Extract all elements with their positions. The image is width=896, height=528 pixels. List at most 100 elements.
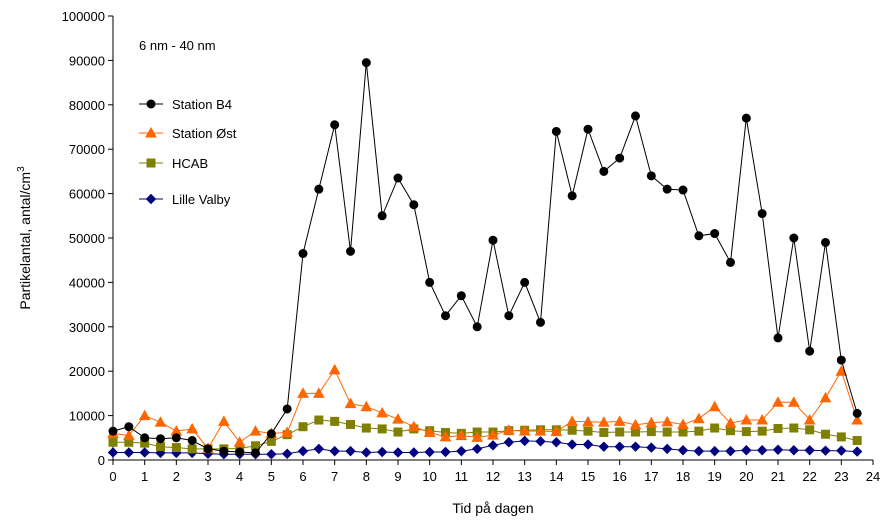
data-point (661, 415, 674, 427)
series-layer (107, 58, 864, 460)
data-point (788, 445, 800, 456)
x-tick-label: 4 (236, 469, 243, 484)
series-station-b4 (108, 58, 862, 458)
data-point (677, 418, 689, 429)
data-point (219, 446, 229, 456)
legend-item: HCAB (139, 156, 208, 171)
data-point (756, 414, 769, 425)
x-tick-label: 21 (771, 469, 785, 484)
data-point (819, 391, 832, 403)
data-point (488, 235, 498, 245)
data-point (836, 445, 847, 456)
data-point (787, 396, 800, 407)
data-point (440, 446, 451, 458)
x-tick-label: 8 (363, 469, 370, 484)
data-point (330, 120, 340, 130)
data-point (757, 209, 767, 219)
data-point (108, 437, 118, 447)
legend-item: Station B4 (139, 97, 232, 112)
data-point (123, 447, 135, 458)
x-axis-title: Tid på dagen (452, 500, 533, 516)
data-point (203, 444, 213, 454)
data-point (471, 443, 483, 455)
data-point (328, 363, 341, 375)
data-point (772, 444, 784, 455)
data-point (313, 443, 325, 455)
data-point (820, 445, 831, 456)
data-point (741, 427, 751, 437)
y-tick-label: 100000 (62, 9, 105, 24)
data-point (171, 433, 181, 443)
data-point (392, 447, 404, 458)
data-point (282, 404, 292, 414)
data-point (171, 443, 181, 453)
data-point (789, 423, 799, 433)
data-point (298, 249, 308, 259)
data-point (631, 111, 640, 121)
data-point (518, 425, 531, 436)
data-point (678, 427, 688, 437)
legend-label: HCAB (172, 156, 208, 171)
data-point (139, 447, 150, 458)
data-point (487, 429, 499, 440)
data-point (709, 445, 720, 457)
x-tick-label: 7 (331, 469, 338, 484)
data-point (725, 445, 736, 457)
data-point (377, 424, 387, 434)
legend-item: Station Øst (139, 126, 237, 141)
data-point (233, 436, 246, 447)
data-point (439, 430, 452, 442)
data-point (646, 427, 656, 437)
y-axis-ticks: 0 10000 20000 30000 40000 50000 60000 70000 8000… (62, 9, 113, 468)
x-tick-label: 2 (173, 469, 180, 484)
data-point (154, 416, 167, 427)
data-point (551, 437, 562, 448)
data-point (187, 435, 197, 445)
data-point (615, 427, 625, 437)
data-point (487, 440, 499, 451)
x-tick-label: 16 (612, 469, 626, 484)
data-point (740, 414, 753, 425)
data-point (534, 425, 547, 436)
y-tick-label: 40000 (69, 275, 105, 290)
data-point (583, 124, 593, 134)
data-point (597, 416, 610, 427)
data-point (567, 191, 577, 201)
data-point (217, 415, 230, 426)
x-tick-label: 5 (268, 469, 275, 484)
data-point (851, 446, 863, 457)
data-point (471, 431, 484, 442)
legend-item: Lille Valby (139, 192, 231, 207)
data-point (535, 436, 546, 447)
data-point (266, 436, 276, 446)
data-point (424, 446, 435, 458)
data-point (646, 442, 657, 453)
y-axis-title-superscript: 3 (16, 166, 27, 172)
data-point (692, 412, 705, 424)
y-tick-label: 70000 (69, 142, 105, 157)
data-point (582, 415, 594, 427)
data-point (455, 429, 468, 441)
data-point (551, 126, 561, 136)
data-point (710, 423, 720, 433)
data-point (376, 406, 389, 418)
data-point (772, 396, 784, 407)
data-point (297, 445, 309, 457)
data-point (329, 445, 340, 457)
data-point (393, 427, 403, 437)
data-point (361, 423, 371, 433)
y-tick-label: 80000 (69, 98, 105, 113)
data-point (108, 426, 118, 436)
data-point (836, 432, 846, 442)
x-tick-label: 0 (109, 469, 116, 484)
x-tick-label: 17 (644, 469, 658, 484)
data-point (726, 426, 735, 436)
x-tick-label: 22 (802, 469, 816, 484)
data-point (821, 237, 830, 247)
data-point (694, 426, 704, 436)
data-point (678, 185, 688, 195)
x-tick-label: 19 (707, 469, 721, 484)
data-point (741, 113, 751, 123)
data-point (645, 416, 658, 428)
data-point (107, 447, 119, 458)
